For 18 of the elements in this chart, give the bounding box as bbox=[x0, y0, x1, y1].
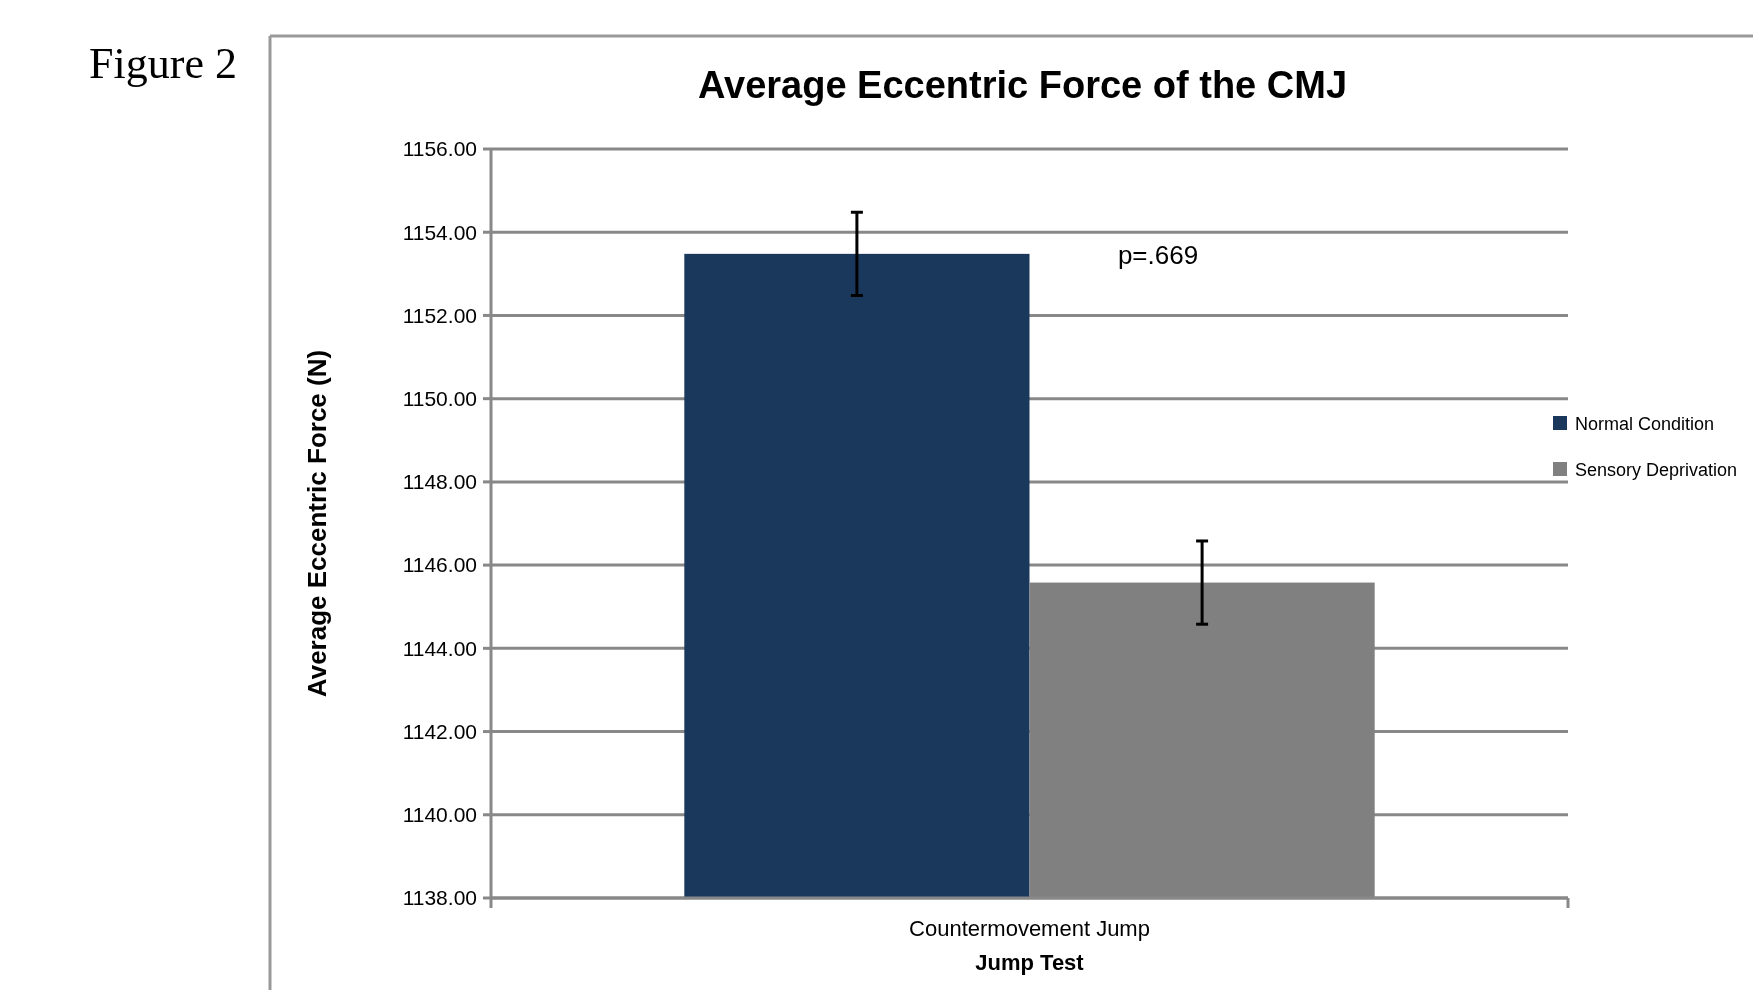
annotation: p=.669 bbox=[1117, 240, 1199, 270]
y-tick-label: 1144.00 bbox=[402, 636, 477, 660]
y-tick-label: 1146.00 bbox=[402, 553, 477, 577]
chart-title: Average Eccentric Force of the CMJ bbox=[697, 64, 1348, 106]
caption: Figure 2 bbox=[89, 39, 237, 88]
y-tick-label: 1148.00 bbox=[402, 470, 477, 494]
y-tick-label: 1150.00 bbox=[402, 387, 477, 411]
x-axis-title: Jump Test bbox=[975, 950, 1085, 975]
y-axis-title: Average Eccentric Force (N) bbox=[302, 349, 332, 698]
legend-label: Normal Condition bbox=[1575, 414, 1715, 435]
y-tick-label: 1140.00 bbox=[402, 803, 477, 827]
y-tick-label: 1142.00 bbox=[402, 719, 477, 743]
legend-label: Sensory Deprivation bbox=[1575, 460, 1738, 481]
y-tick-label: 1154.00 bbox=[402, 220, 477, 244]
y-tick-label: 1152.00 bbox=[402, 303, 477, 327]
y-tick-label: 1156.00 bbox=[402, 137, 477, 161]
x-tick-label: Countermovement Jump bbox=[909, 916, 1150, 941]
y-tick-label: 1138.00 bbox=[402, 886, 477, 910]
